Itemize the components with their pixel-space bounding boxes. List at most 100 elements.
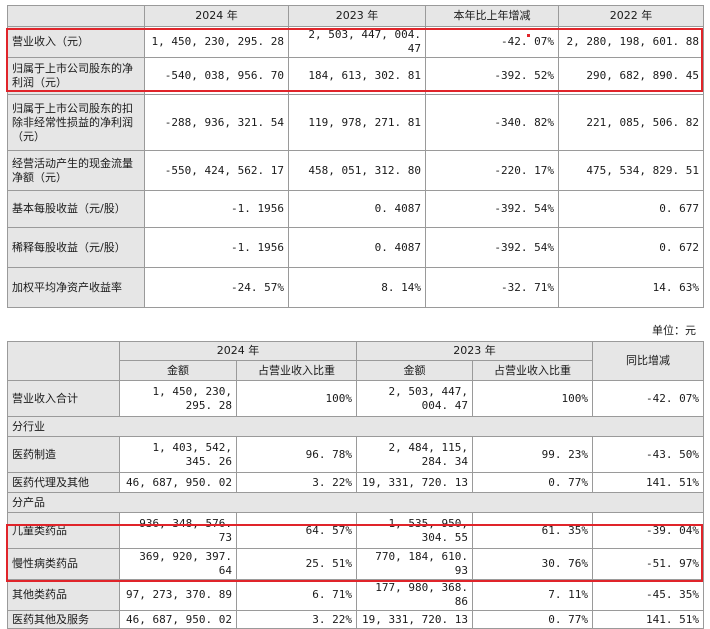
table-row: 经营活动产生的现金流量净额（元） -550, 424, 562. 17 458,…	[7, 150, 704, 191]
table-row: 基本每股收益（元/股） -1. 1956 0. 4087 -392. 54% 0…	[7, 190, 704, 228]
value-cell: 221, 085, 506. 82	[558, 94, 704, 151]
value-cell: 770, 184, 610. 93	[356, 548, 473, 580]
value-cell: 0. 77%	[472, 610, 593, 629]
table-row: 营业收入合计 1, 450, 230, 295. 28 100% 2, 503,…	[7, 380, 704, 417]
value-cell: 0. 4087	[288, 190, 426, 228]
value-cell: 119, 978, 271. 81	[288, 94, 426, 151]
value-cell: 458, 051, 312. 80	[288, 150, 426, 191]
value-cell: -540, 038, 956. 70	[144, 57, 289, 95]
table-row: 慢性病类药品 369, 920, 397. 64 25. 51% 770, 18…	[7, 548, 704, 580]
header-cell-empty	[7, 341, 120, 381]
row-label: 医药代理及其他	[7, 472, 120, 493]
value-cell: -550, 424, 562. 17	[144, 150, 289, 191]
value-cell: 3. 22%	[236, 472, 357, 493]
value-cell: 100%	[472, 380, 593, 417]
value-cell: 19, 331, 720. 13	[356, 610, 473, 629]
value-cell: -43. 50%	[592, 436, 704, 473]
value-cell: 97, 273, 370. 89	[119, 579, 237, 611]
section-row: 分行业	[7, 416, 704, 437]
header-cell: 2024 年	[144, 5, 289, 27]
value-cell: 7. 11%	[472, 579, 593, 611]
table-row: 儿童类药品 936, 348, 576. 73 64. 57% 1, 535, …	[7, 512, 704, 549]
value-cell: -288, 936, 321. 54	[144, 94, 289, 151]
value-cell: 96. 78%	[236, 436, 357, 473]
value-cell: 2, 484, 115, 284. 34	[356, 436, 473, 473]
value-cell: 19, 331, 720. 13	[356, 472, 473, 493]
header-cell	[7, 5, 145, 27]
value-cell: 46, 687, 950. 02	[119, 472, 237, 493]
value-cell: 46, 687, 950. 02	[119, 610, 237, 629]
value-cell: 3. 22%	[236, 610, 357, 629]
value-cell: 61. 35%	[472, 512, 593, 549]
revenue-composition-table: 2024 年 2023 年 同比增减 金额 占营业收入比重 金额 占营业收入比重…	[7, 341, 704, 629]
value-cell: 2, 503, 447, 004. 47	[288, 26, 426, 58]
table-row: 加权平均净资产收益率 -24. 57% 8. 14% -32. 71% 14. …	[7, 267, 704, 308]
header-cell: 占营业收入比重	[236, 360, 357, 381]
row-label: 医药其他及服务	[7, 610, 120, 629]
row-label: 医药制造	[7, 436, 120, 473]
header-cell: 2023 年	[356, 341, 593, 361]
header-cell: 2024 年	[119, 341, 357, 361]
row-label: 归属于上市公司股东的净利润（元）	[7, 57, 145, 95]
value-cell: 141. 51%	[592, 472, 704, 493]
header-cell: 2023 年	[288, 5, 426, 27]
row-label: 儿童类药品	[7, 512, 120, 549]
table-row: 医药代理及其他 46, 687, 950. 02 3. 22% 19, 331,…	[7, 472, 704, 493]
value-cell: 369, 920, 397. 64	[119, 548, 237, 580]
unit-label: 单位：元	[652, 324, 696, 337]
value-cell: 6. 71%	[236, 579, 357, 611]
value-cell: 1, 535, 950, 304. 55	[356, 512, 473, 549]
value-cell: 475, 534, 829. 51	[558, 150, 704, 191]
table-row: 医药制造 1, 403, 542, 345. 26 96. 78% 2, 484…	[7, 436, 704, 473]
value-cell: -32. 71%	[425, 267, 559, 308]
key-indicators-table: 2024 年 2023 年 本年比上年增减 2022 年 营业收入（元） 1, …	[7, 5, 704, 308]
row-label: 经营活动产生的现金流量净额（元）	[7, 150, 145, 191]
value-cell: 141. 51%	[592, 610, 704, 629]
row-label: 营业收入合计	[7, 380, 120, 417]
value-cell: -51. 97%	[592, 548, 704, 580]
value-cell: -392. 54%	[425, 227, 559, 268]
value-cell: 64. 57%	[236, 512, 357, 549]
table-row: 归属于上市公司股东的扣除非经常性损益的净利润（元） -288, 936, 321…	[7, 94, 704, 151]
row-label: 加权平均净资产收益率	[7, 267, 145, 308]
section-row: 分产品	[7, 492, 704, 513]
section-label: 分行业	[7, 416, 704, 437]
value-cell: 290, 682, 890. 45	[558, 57, 704, 95]
value-cell: 177, 980, 368. 86	[356, 579, 473, 611]
value-cell: 1, 450, 230, 295. 28	[144, 26, 289, 58]
value-cell: -1. 1956	[144, 227, 289, 268]
value-cell: 0. 677	[558, 190, 704, 228]
red-dot-mark	[527, 34, 530, 37]
value-cell: 8. 14%	[288, 267, 426, 308]
value-cell: 0. 77%	[472, 472, 593, 493]
value-cell: -220. 17%	[425, 150, 559, 191]
header-cell: 同比增减	[592, 341, 704, 381]
table-row: 归属于上市公司股东的净利润（元） -540, 038, 956. 70 184,…	[7, 57, 704, 95]
header-cell: 金额	[119, 360, 237, 381]
value-cell: 2, 503, 447, 004. 47	[356, 380, 473, 417]
value-cell: 14. 63%	[558, 267, 704, 308]
value-cell: 0. 672	[558, 227, 704, 268]
row-label: 归属于上市公司股东的扣除非经常性损益的净利润（元）	[7, 94, 145, 151]
value-cell: -1. 1956	[144, 190, 289, 228]
value-cell: -392. 52%	[425, 57, 559, 95]
value-cell: 0. 4087	[288, 227, 426, 268]
row-label: 基本每股收益（元/股）	[7, 190, 145, 228]
table-row: 营业收入（元） 1, 450, 230, 295. 28 2, 503, 447…	[7, 26, 704, 58]
row-label: 稀释每股收益（元/股）	[7, 227, 145, 268]
row-label: 慢性病类药品	[7, 548, 120, 580]
header-cell: 占营业收入比重	[472, 360, 593, 381]
table-header-row: 2024 年 2023 年 同比增减	[7, 341, 704, 381]
value-cell: -340. 82%	[425, 94, 559, 151]
value-cell: 99. 23%	[472, 436, 593, 473]
section-label: 分产品	[7, 492, 704, 513]
value-cell: 100%	[236, 380, 357, 417]
header-cell: 金额	[356, 360, 473, 381]
value-cell: 30. 76%	[472, 548, 593, 580]
table-row: 医药其他及服务 46, 687, 950. 02 3. 22% 19, 331,…	[7, 610, 704, 629]
table-header-row: 2024 年 2023 年 本年比上年增减 2022 年	[7, 5, 704, 27]
table-row: 其他类药品 97, 273, 370. 89 6. 71% 177, 980, …	[7, 579, 704, 611]
value-cell: -24. 57%	[144, 267, 289, 308]
value-cell: -45. 35%	[592, 579, 704, 611]
value-cell: -392. 54%	[425, 190, 559, 228]
